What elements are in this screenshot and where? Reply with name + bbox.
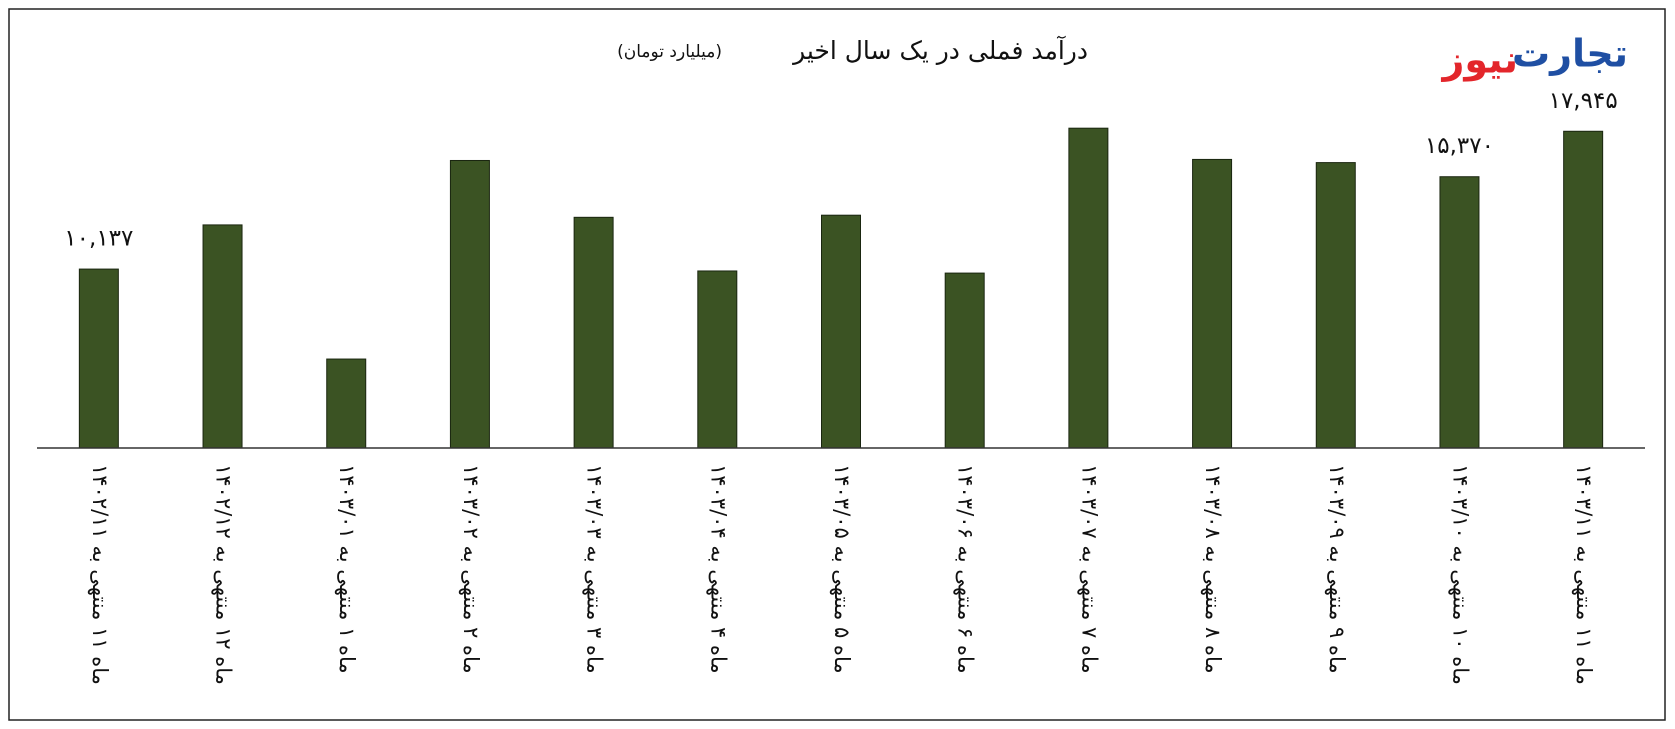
bar	[944, 272, 985, 449]
x-tick-label: ماه ۱۲ منتهی به ۱۴۰۲/۱۲	[212, 464, 236, 685]
chart-title: درآمد فملی در یک سال اخیر	[791, 35, 1088, 65]
value-label: ۱۰,۱۳۷	[64, 226, 133, 252]
bar	[1439, 176, 1480, 449]
x-tick-label: ماه ۵ منتهی به ۱۴۰۳/۰۵	[830, 464, 854, 674]
bar	[1563, 130, 1604, 449]
logo-second: نیوز	[1441, 38, 1518, 82]
x-tick-label: ماه ۱۱ منتهی به ۱۴۰۲/۱۱	[88, 464, 112, 685]
bar	[202, 224, 243, 449]
bar	[78, 268, 119, 449]
bar	[1315, 162, 1356, 449]
frame	[8, 8, 1666, 721]
x-tick-label: ماه ۲ منتهی به ۱۴۰۳/۰۲	[459, 464, 483, 674]
bar	[573, 216, 614, 449]
logo-first: تجارت	[1512, 32, 1628, 76]
x-tick-label: ماه ۱۰ منتهی به ۱۴۰۳/۱۰	[1448, 464, 1472, 685]
x-tick-label: ماه ۳ منتهی به ۱۴۰۳/۰۳	[583, 464, 607, 674]
x-tick-label: ماه ۸ منتهی به ۱۴۰۳/۰۸	[1201, 464, 1225, 674]
bar	[326, 358, 367, 449]
x-tick-label: ماه ۱۱ منتهی به ۱۴۰۳/۱۱	[1572, 464, 1596, 685]
x-tick-label: ماه ۱ منتهی به ۱۴۰۳/۰۱	[335, 464, 359, 674]
chart-subtitle: (میلیارد تومان)	[617, 42, 722, 62]
x-tick-label: ماه ۹ منتهی به ۱۴۰۳/۰۹	[1325, 464, 1349, 674]
bar	[449, 159, 490, 449]
x-tick-label: ماه ۷ منتهی به ۱۴۰۳/۰۷	[1077, 464, 1101, 674]
bar	[1192, 158, 1233, 449]
x-tick-label: ماه ۶ منتهی به ۱۴۰۳/۰۶	[954, 464, 978, 674]
value-label: ۱۷,۹۴۵	[1549, 88, 1618, 114]
value-label: ۱۵,۳۷۰	[1425, 133, 1494, 159]
x-tick-label: ماه ۴ منتهی به ۱۴۰۳/۰۴	[706, 464, 730, 674]
bar	[821, 214, 861, 449]
bar	[697, 270, 738, 449]
bar	[1068, 127, 1109, 449]
